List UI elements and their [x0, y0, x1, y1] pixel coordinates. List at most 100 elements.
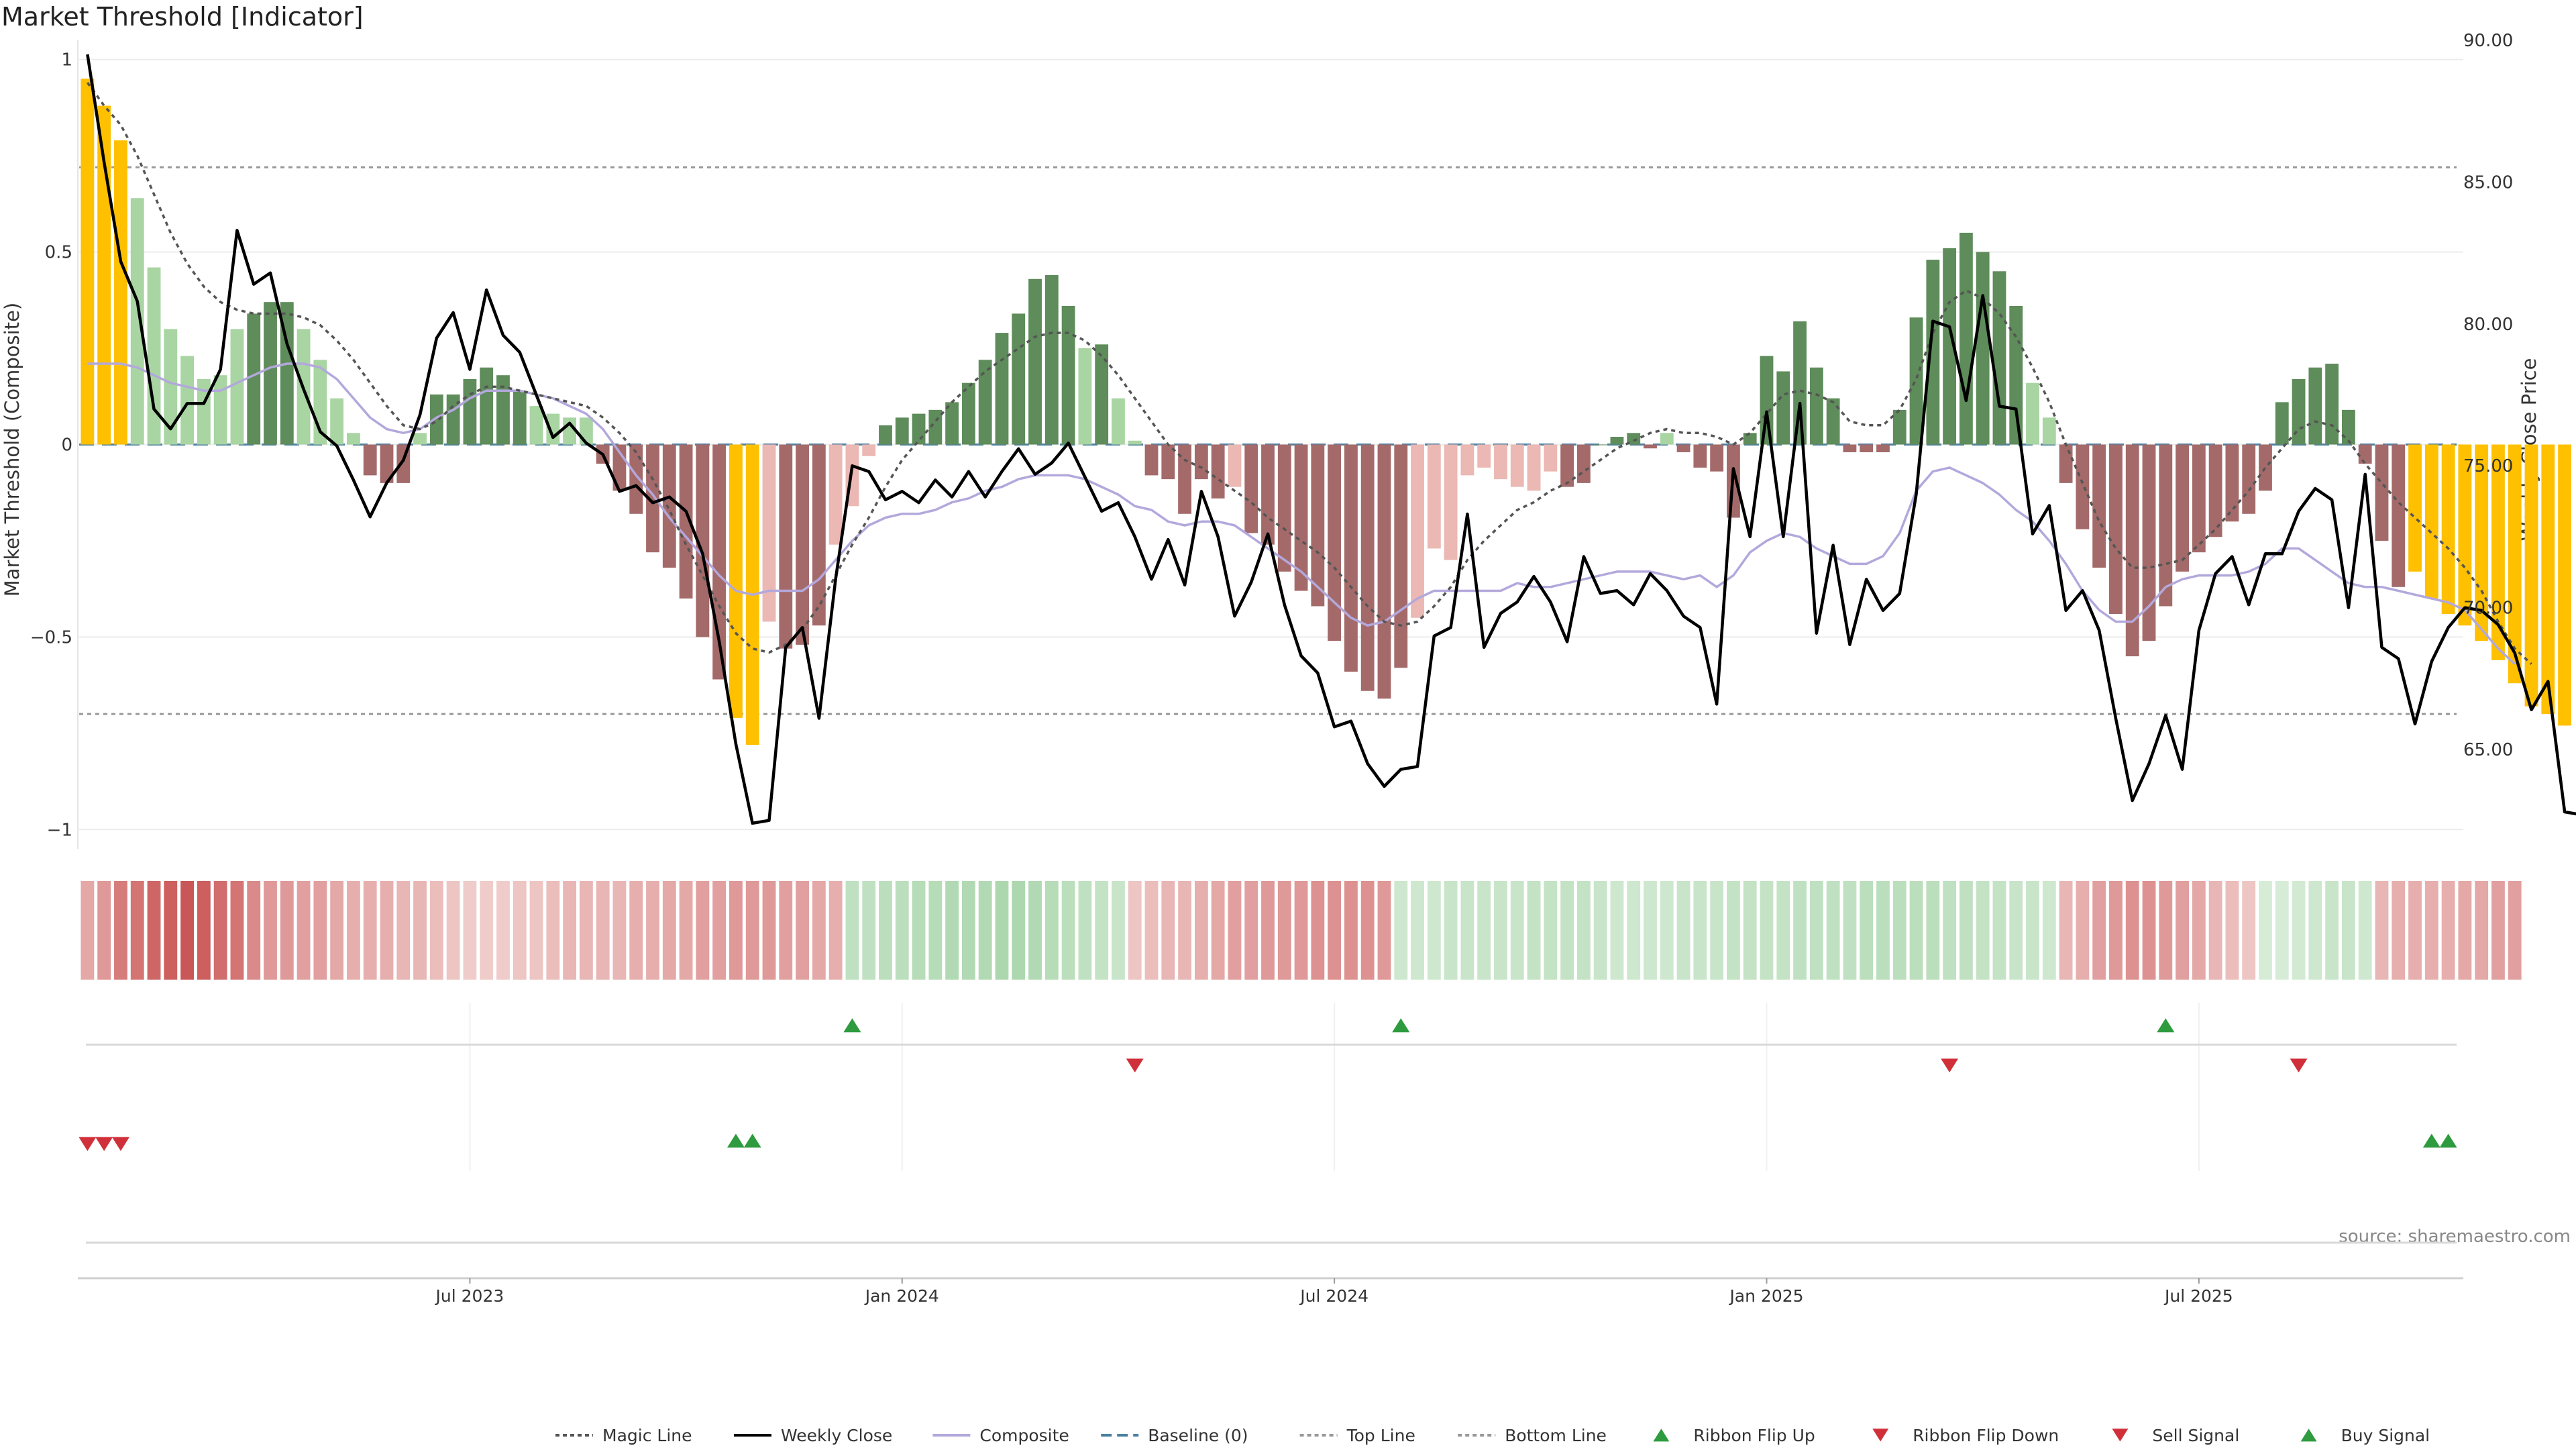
composite-bar [1460, 444, 1474, 476]
ribbon-cell [2042, 881, 2056, 980]
ribbon-cell [2009, 881, 2023, 980]
y-axis-left-ticks: 1 0.5 0 −0.5 −1 [30, 50, 72, 841]
legend-label: Ribbon Flip Down [1913, 1426, 2059, 1445]
composite-bar [1909, 317, 1923, 445]
legend-label: Magic Line [602, 1426, 692, 1445]
composite-bar [1743, 433, 1757, 445]
ribbon-cell [2275, 881, 2289, 980]
y-right-tick-label: 65.00 [2463, 740, 2513, 760]
composite-bar [1510, 444, 1524, 487]
y-left-tick-label: 1 [61, 50, 72, 70]
y-axis-left-label: Market Threshold (Composite) [1, 303, 23, 597]
ribbon-flip-down-marker [1126, 1058, 1144, 1073]
ribbon-cell [1660, 881, 1674, 980]
composite-bar [463, 378, 477, 445]
composite-bar [796, 444, 809, 645]
composite-bar [1610, 437, 1624, 445]
ribbon-cell [579, 881, 593, 980]
legend-item: Magic Line [555, 1426, 692, 1445]
ribbon-cell [662, 881, 676, 980]
composite-bar [2508, 444, 2522, 684]
ribbon-cell [513, 881, 527, 980]
legend-label: Top Line [1346, 1426, 1415, 1445]
series-composite [87, 362, 2516, 665]
ribbon-cell [1959, 881, 1973, 980]
composite-bar [2092, 444, 2106, 568]
composite-bar [812, 444, 826, 626]
composite-bar [264, 302, 277, 445]
ribbon-cell [1211, 881, 1225, 980]
ribbon-cell [1560, 881, 1574, 980]
legend: Magic Line Weekly Close Composite Baseline … [555, 1426, 2430, 1445]
composite-bar [1161, 444, 1175, 480]
composite-bar [230, 329, 244, 445]
ribbon-cell [2125, 881, 2139, 980]
legend-label: Ribbon Flip Up [1693, 1426, 1815, 1445]
composite-bar [2225, 444, 2239, 522]
composite-bar [1560, 444, 1574, 487]
ribbon-cell [180, 881, 195, 980]
chart-title: Market Threshold [Indicator] [1, 2, 364, 32]
composite-bar [2524, 444, 2538, 707]
composite-bar [2424, 444, 2438, 599]
x-tick-label: Jul 2025 [2163, 1286, 2233, 1306]
ribbon-cell [80, 881, 95, 980]
composite-bar [2308, 367, 2322, 445]
ribbon-cell [1427, 881, 1441, 980]
ribbon-cell [1826, 881, 1840, 980]
ribbon-cell [529, 881, 543, 980]
composite-bar [2292, 378, 2306, 445]
ribbon-cell [729, 881, 743, 980]
composite-bar [1660, 433, 1674, 445]
ribbon-cell [1477, 881, 1491, 980]
ribbon-cell [2092, 881, 2106, 980]
ribbon-cell [1128, 881, 1142, 980]
ribbon-cell [280, 881, 294, 980]
ribbon-cell [2375, 881, 2389, 980]
composite-bar [180, 356, 195, 445]
signal-markers [78, 1018, 2457, 1151]
ribbon-cell [2458, 881, 2472, 980]
composite-bar [1344, 444, 1358, 672]
ribbon-cell [995, 881, 1009, 980]
ribbon-cell [2192, 881, 2206, 980]
ribbon-cell [1360, 881, 1375, 980]
ribbon-cell [2242, 881, 2256, 980]
y-left-tick-label: −0.5 [30, 627, 72, 647]
composite-bar [1178, 444, 1191, 514]
legend-swatch [1872, 1429, 1889, 1442]
ribbon-cell [1328, 881, 1342, 980]
ribbon-cell [247, 881, 261, 980]
x-tick-label: Jan 2024 [864, 1286, 939, 1306]
ribbon-cell [1061, 881, 1075, 980]
composite-bar [696, 444, 710, 637]
y-left-tick-label: 0.5 [45, 243, 72, 263]
composite-bar [1394, 444, 1408, 668]
ribbon-cell [363, 881, 377, 980]
ribbon-cell [1876, 881, 1890, 980]
ribbon-cell [1244, 881, 1258, 980]
ribbon-cell [879, 881, 892, 980]
ribbon-cell [712, 881, 727, 980]
composite-bar [2392, 444, 2406, 587]
composite-bar [679, 444, 693, 599]
composite-bar [2125, 444, 2139, 657]
ribbon-cell [796, 881, 809, 980]
ribbon-cell [1510, 881, 1524, 980]
composite-bar [1128, 440, 1142, 445]
ribbon-cell [347, 881, 360, 980]
composite-bar [2009, 305, 2023, 445]
ribbon-cell [1228, 881, 1242, 980]
composite-bar [380, 444, 394, 483]
composite-bar [1676, 444, 1690, 452]
composite-bar [130, 198, 144, 445]
ribbon-cell [612, 881, 627, 980]
legend-item: Ribbon Flip Up [1653, 1426, 1815, 1445]
composite-bar [1926, 260, 1940, 445]
composite-bar [1328, 444, 1342, 641]
composite-bar [546, 413, 560, 445]
legend-label: Composite [979, 1426, 1069, 1445]
ribbon-cell [1976, 881, 1990, 980]
composite-bar [1078, 348, 1092, 445]
